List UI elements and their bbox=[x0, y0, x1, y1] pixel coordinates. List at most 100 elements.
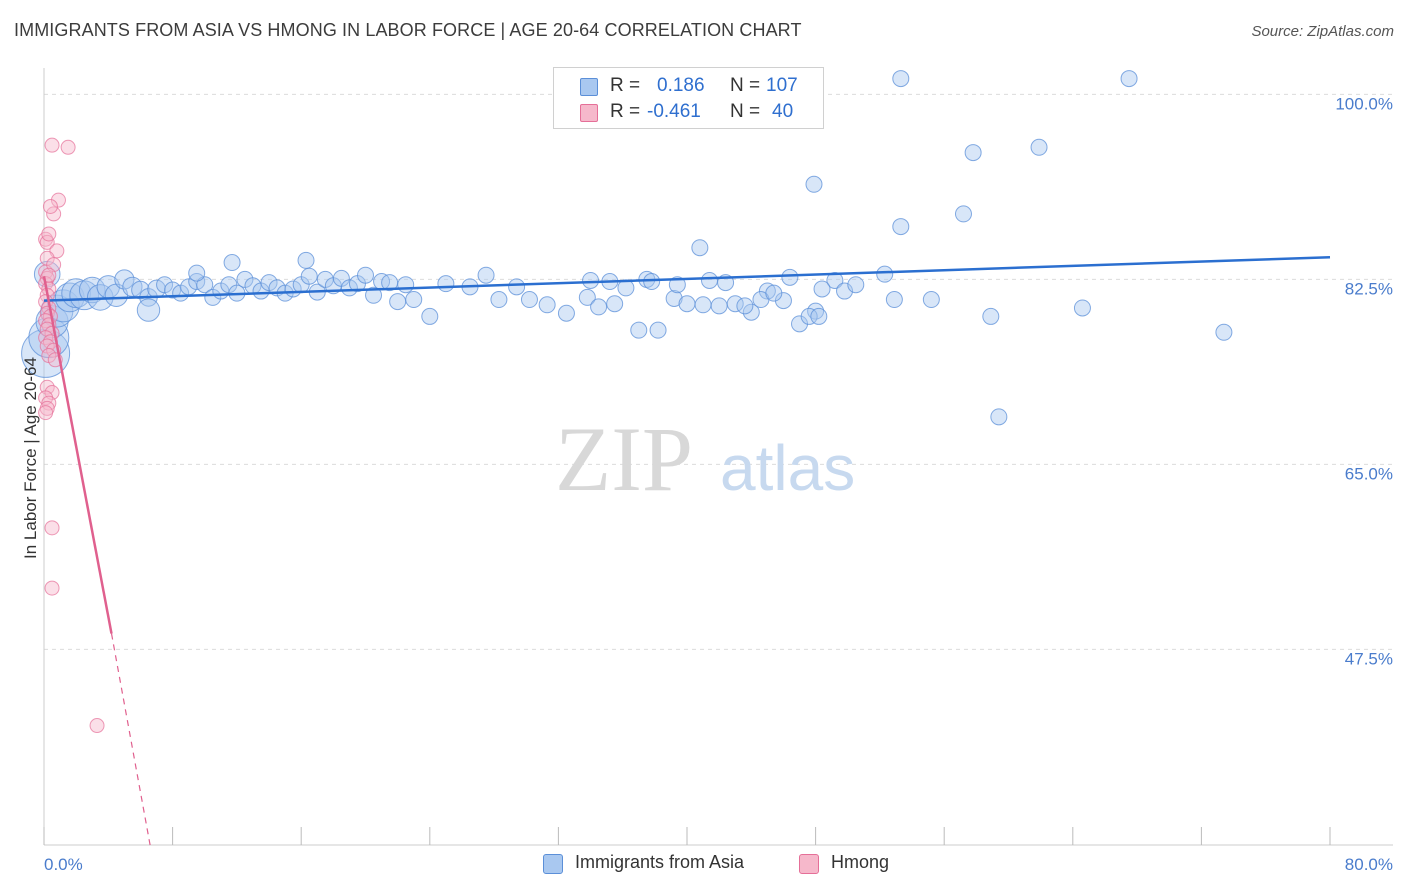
asia-point bbox=[736, 297, 754, 315]
legend-r-label-asia: R = bbox=[610, 75, 641, 96]
hmong-point bbox=[41, 226, 57, 242]
hmong-point bbox=[44, 520, 60, 536]
asia-point bbox=[389, 293, 407, 311]
legend-swatch-asia bbox=[580, 78, 598, 96]
asia-point bbox=[954, 205, 972, 223]
asia-point bbox=[758, 282, 776, 300]
asia-point bbox=[990, 408, 1008, 426]
hmong-point bbox=[39, 250, 55, 266]
hmong-point bbox=[41, 395, 57, 411]
legend-r-value-hmong: -0.461 bbox=[647, 101, 701, 122]
asia-point bbox=[196, 276, 214, 294]
hmong-point bbox=[60, 139, 76, 155]
asia-point bbox=[223, 254, 241, 272]
asia-point bbox=[1120, 70, 1138, 88]
y-tick-label: 100.0% bbox=[1335, 94, 1393, 113]
asia-point bbox=[1215, 323, 1233, 341]
asia-point bbox=[892, 70, 910, 88]
legend-n-value-asia: 107 bbox=[766, 75, 798, 96]
x-tick-max: 80.0% bbox=[1345, 855, 1393, 874]
asia-point bbox=[340, 279, 358, 297]
hmong-point bbox=[89, 718, 105, 734]
watermark-zip: ZIP bbox=[555, 408, 693, 510]
asia-point bbox=[538, 296, 556, 314]
asia-point bbox=[606, 295, 624, 313]
bottom-label-asia: Immigrants from Asia bbox=[575, 852, 745, 872]
asia-point bbox=[557, 304, 575, 322]
bottom-swatch-hmong bbox=[799, 854, 819, 874]
asia-point bbox=[477, 266, 495, 284]
asia-point bbox=[188, 264, 206, 282]
asia-point bbox=[800, 307, 818, 325]
asia-point bbox=[1030, 138, 1048, 156]
hmong-point bbox=[38, 405, 54, 421]
asia-point bbox=[678, 295, 696, 313]
asia-point bbox=[1073, 299, 1091, 317]
bottom-label-hmong: Hmong bbox=[831, 852, 890, 872]
points-hmong bbox=[38, 137, 105, 734]
asia-point bbox=[742, 303, 760, 321]
source-label: Source: ZipAtlas.com bbox=[1251, 23, 1394, 40]
y-tick-label: 47.5% bbox=[1345, 649, 1393, 668]
watermark-atlas: atlas bbox=[720, 432, 855, 504]
asia-point bbox=[630, 321, 648, 339]
asia-point bbox=[691, 239, 709, 257]
asia-point bbox=[892, 218, 910, 236]
asia-point bbox=[694, 296, 712, 314]
legend-r-label-hmong: R = bbox=[610, 101, 641, 122]
asia-point bbox=[665, 289, 683, 307]
asia-point bbox=[765, 284, 783, 302]
trend-layer bbox=[42, 255, 1331, 846]
grid-layer bbox=[44, 93, 1393, 650]
asia-point bbox=[397, 276, 415, 294]
asia-point bbox=[668, 276, 686, 294]
asia-point bbox=[357, 266, 374, 284]
asia-point bbox=[876, 265, 894, 283]
asia-point bbox=[710, 297, 728, 315]
y-tick-label: 82.5% bbox=[1345, 279, 1393, 298]
hmong-trend-line bbox=[42, 276, 113, 634]
asia-point bbox=[590, 298, 608, 316]
asia-point bbox=[885, 291, 903, 309]
asia-point bbox=[437, 275, 455, 293]
x-tick-min: 0.0% bbox=[44, 855, 83, 874]
asia-point bbox=[365, 286, 383, 304]
asia-point bbox=[297, 251, 315, 269]
asia-point bbox=[810, 307, 828, 325]
hmong-point bbox=[44, 137, 60, 153]
asia-point bbox=[701, 271, 719, 289]
asia-point bbox=[805, 175, 823, 193]
y-tick-label: 65.0% bbox=[1345, 464, 1393, 483]
asia-point bbox=[922, 291, 940, 309]
asia-point bbox=[78, 276, 106, 304]
correlation-legend: R = 0.186 N = 107 R = -0.461 N = 40 bbox=[553, 67, 824, 129]
chart-title: IMMIGRANTS FROM ASIA VS HMONG IN LABOR F… bbox=[14, 20, 802, 40]
asia-point bbox=[421, 307, 439, 325]
asia-point bbox=[508, 278, 526, 296]
asia-point bbox=[813, 280, 831, 298]
axes-layer bbox=[43, 68, 1393, 846]
asia-point bbox=[582, 271, 600, 289]
hmong-point bbox=[42, 198, 58, 214]
hmong-point bbox=[50, 192, 66, 208]
asia-point bbox=[490, 291, 508, 309]
asia-trend-line bbox=[43, 255, 1331, 302]
legend-r-value-asia: 0.186 bbox=[657, 75, 705, 96]
asia-point bbox=[649, 321, 667, 339]
asia-point bbox=[578, 288, 596, 306]
hmong-point bbox=[44, 580, 60, 596]
bottom-swatch-asia bbox=[543, 854, 563, 874]
asia-point bbox=[520, 291, 538, 309]
asia-point bbox=[405, 291, 423, 309]
asia-point bbox=[964, 144, 982, 162]
hmong-trend-extension bbox=[110, 633, 151, 846]
asia-point bbox=[300, 267, 318, 285]
asia-point bbox=[114, 269, 135, 290]
asia-point bbox=[826, 271, 844, 289]
legend-n-label-asia: N = bbox=[730, 75, 761, 96]
watermark: ZIP atlas bbox=[555, 408, 855, 510]
hmong-point bbox=[46, 206, 62, 222]
legend-swatch-hmong bbox=[580, 104, 598, 122]
y-axis-label: In Labor Force | Age 20-64 bbox=[21, 357, 40, 559]
tick-layer: 100.0% 82.5% 65.0% 47.5% bbox=[1335, 94, 1393, 668]
